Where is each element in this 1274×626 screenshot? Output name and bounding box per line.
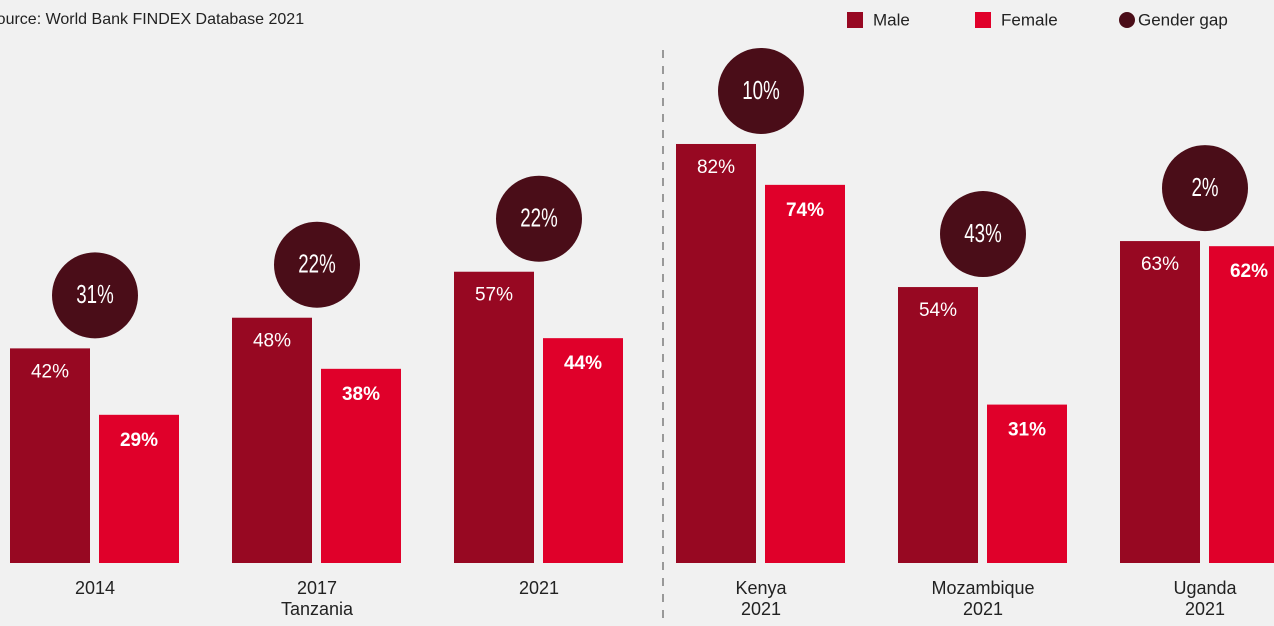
- gap-label: 22%: [298, 248, 335, 278]
- x-tick-label: 2021: [963, 599, 1003, 619]
- value-label: 29%: [120, 430, 158, 451]
- value-label: 31%: [1008, 420, 1046, 441]
- legend-marker: [975, 12, 991, 28]
- value-label: 44%: [564, 353, 602, 374]
- legend-label: Female: [1001, 10, 1058, 29]
- bar: [1209, 246, 1274, 563]
- value-label: 48%: [253, 331, 291, 352]
- bar: [676, 143, 756, 564]
- value-label: 74%: [786, 200, 824, 221]
- value-label: 57%: [475, 285, 513, 306]
- x-tick-label: 2021: [1185, 599, 1225, 619]
- x-tick-label: 2021: [741, 599, 781, 619]
- bar: [321, 368, 401, 563]
- gap-bubble: [496, 175, 582, 262]
- gap-bubble: [274, 221, 360, 308]
- value-label: 62%: [1230, 261, 1268, 282]
- value-label: 63%: [1141, 254, 1179, 275]
- value-label: 82%: [697, 157, 735, 178]
- value-label: 38%: [342, 384, 380, 405]
- x-tick-label: 2017: [297, 578, 337, 598]
- gap-label: 22%: [520, 202, 557, 232]
- bar: [454, 271, 534, 563]
- x-tick-label: Tanzania: [281, 599, 354, 619]
- gap-label: 10%: [742, 75, 779, 105]
- x-tick-label: Uganda: [1173, 578, 1237, 598]
- bar: [232, 317, 312, 563]
- bar: [765, 184, 845, 564]
- bar: [987, 404, 1067, 563]
- gap-label: 43%: [964, 218, 1001, 248]
- gap-label: 2%: [1191, 172, 1218, 202]
- gap-bubble: [940, 191, 1026, 278]
- x-tick-label: Mozambique: [931, 578, 1034, 598]
- source: Source: World Bank FINDEX Database 2021: [0, 11, 304, 28]
- legend-marker: [847, 12, 863, 28]
- legend-label: Male: [873, 10, 910, 29]
- x-tick-label: Kenya: [735, 578, 787, 598]
- gap-label: 31%: [76, 279, 113, 309]
- gap-bubble: [718, 47, 804, 134]
- legend-marker: [1119, 12, 1135, 28]
- bar: [1120, 241, 1200, 563]
- bar: [99, 414, 179, 563]
- gap-bubble: [1162, 145, 1248, 232]
- legend-label: Gender gap: [1138, 10, 1228, 29]
- value-label: 42%: [31, 361, 69, 382]
- bar: [543, 338, 623, 563]
- bar: [10, 348, 90, 563]
- x-tick-label: 2021: [519, 578, 559, 598]
- gap-bubble: [52, 252, 138, 339]
- value-label: 54%: [919, 300, 957, 321]
- x-tick-label: 2014: [75, 578, 115, 598]
- bar: [898, 287, 978, 563]
